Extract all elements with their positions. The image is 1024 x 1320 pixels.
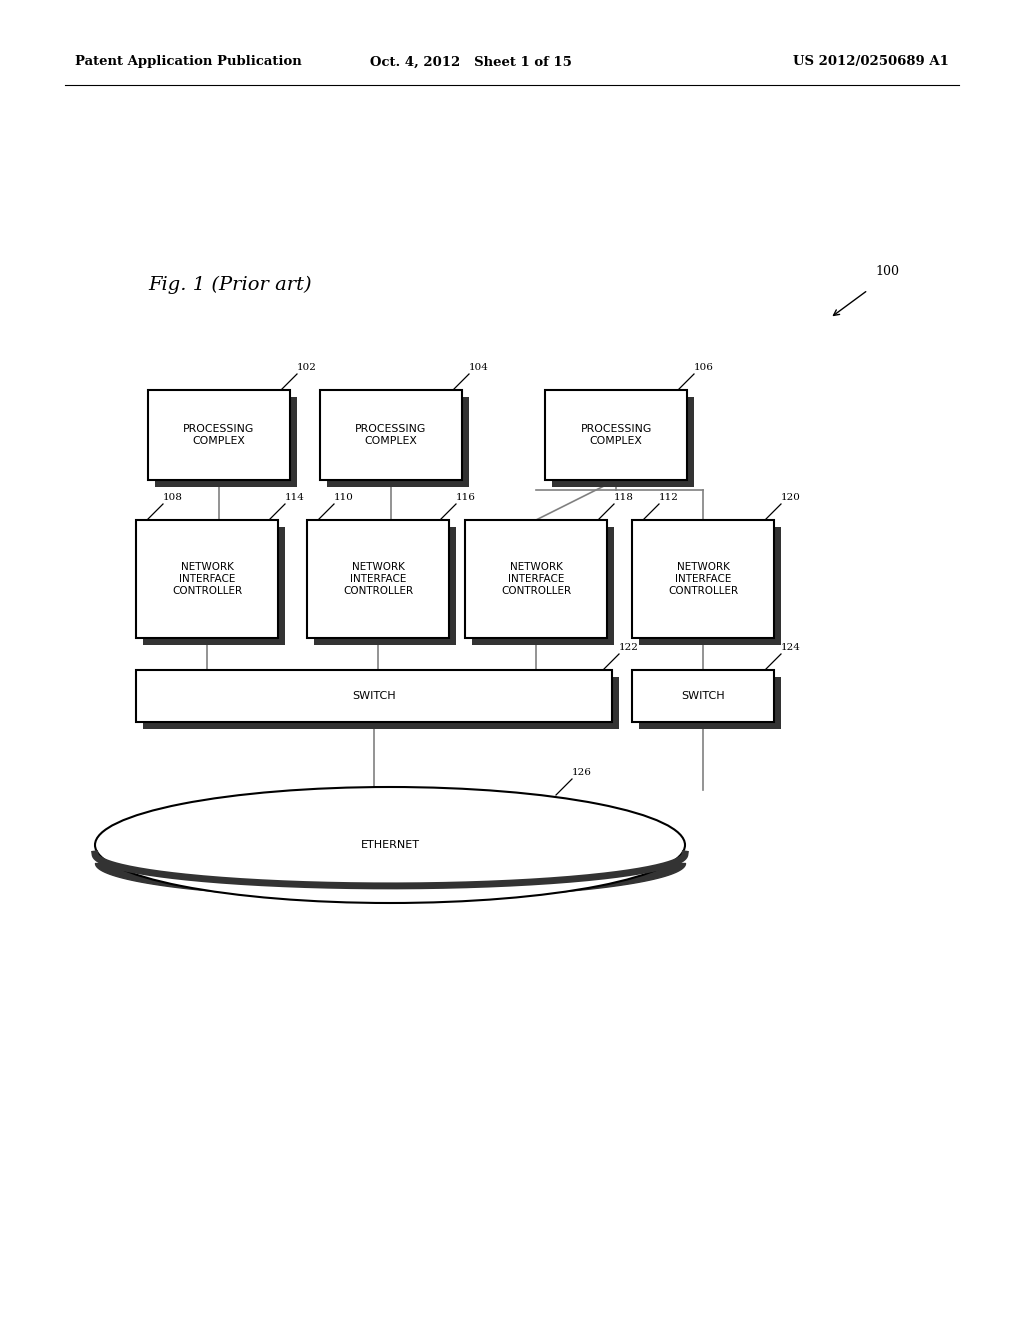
Text: PROCESSING
COMPLEX: PROCESSING COMPLEX (355, 424, 427, 446)
Text: 108: 108 (163, 492, 183, 502)
Bar (136, 520, 278, 638)
Text: PROCESSING
COMPLEX: PROCESSING COMPLEX (581, 424, 651, 446)
Text: 102: 102 (297, 363, 316, 372)
Text: 124: 124 (781, 643, 801, 652)
Text: SWITCH: SWITCH (681, 690, 725, 701)
Bar (307, 520, 449, 638)
Ellipse shape (95, 787, 685, 903)
Text: ETHERNET: ETHERNET (360, 840, 420, 850)
Bar (136, 671, 612, 722)
Text: 122: 122 (618, 643, 639, 652)
Text: SWITCH: SWITCH (352, 690, 396, 701)
Bar (143, 527, 285, 645)
Text: NETWORK
INTERFACE
CONTROLLER: NETWORK INTERFACE CONTROLLER (343, 562, 413, 595)
Text: 104: 104 (469, 363, 488, 372)
Text: 118: 118 (614, 492, 634, 502)
Text: NETWORK
INTERFACE
CONTROLLER: NETWORK INTERFACE CONTROLLER (172, 562, 242, 595)
Bar (465, 520, 607, 638)
Text: 110: 110 (334, 492, 354, 502)
Text: 112: 112 (659, 492, 679, 502)
Text: Oct. 4, 2012   Sheet 1 of 15: Oct. 4, 2012 Sheet 1 of 15 (370, 55, 572, 69)
Bar (632, 520, 774, 638)
Text: 126: 126 (572, 768, 592, 777)
Bar (639, 677, 781, 729)
Bar (314, 527, 456, 645)
Text: Fig. 1 (Prior art): Fig. 1 (Prior art) (148, 276, 311, 294)
Bar (632, 671, 774, 722)
Text: US 2012/0250689 A1: US 2012/0250689 A1 (794, 55, 949, 69)
Text: 106: 106 (694, 363, 714, 372)
Text: NETWORK
INTERFACE
CONTROLLER: NETWORK INTERFACE CONTROLLER (501, 562, 571, 595)
Bar (143, 677, 618, 729)
Bar (639, 527, 781, 645)
Bar (148, 389, 290, 480)
Text: 116: 116 (456, 492, 476, 502)
Bar (327, 397, 469, 487)
Bar (472, 527, 614, 645)
Text: 114: 114 (285, 492, 305, 502)
Bar (552, 397, 694, 487)
Text: Patent Application Publication: Patent Application Publication (75, 55, 302, 69)
Bar (319, 389, 462, 480)
Text: 100: 100 (874, 265, 899, 279)
Text: PROCESSING
COMPLEX: PROCESSING COMPLEX (183, 424, 255, 446)
Bar (155, 397, 297, 487)
Text: NETWORK
INTERFACE
CONTROLLER: NETWORK INTERFACE CONTROLLER (668, 562, 738, 595)
Text: 120: 120 (781, 492, 801, 502)
Bar (545, 389, 687, 480)
